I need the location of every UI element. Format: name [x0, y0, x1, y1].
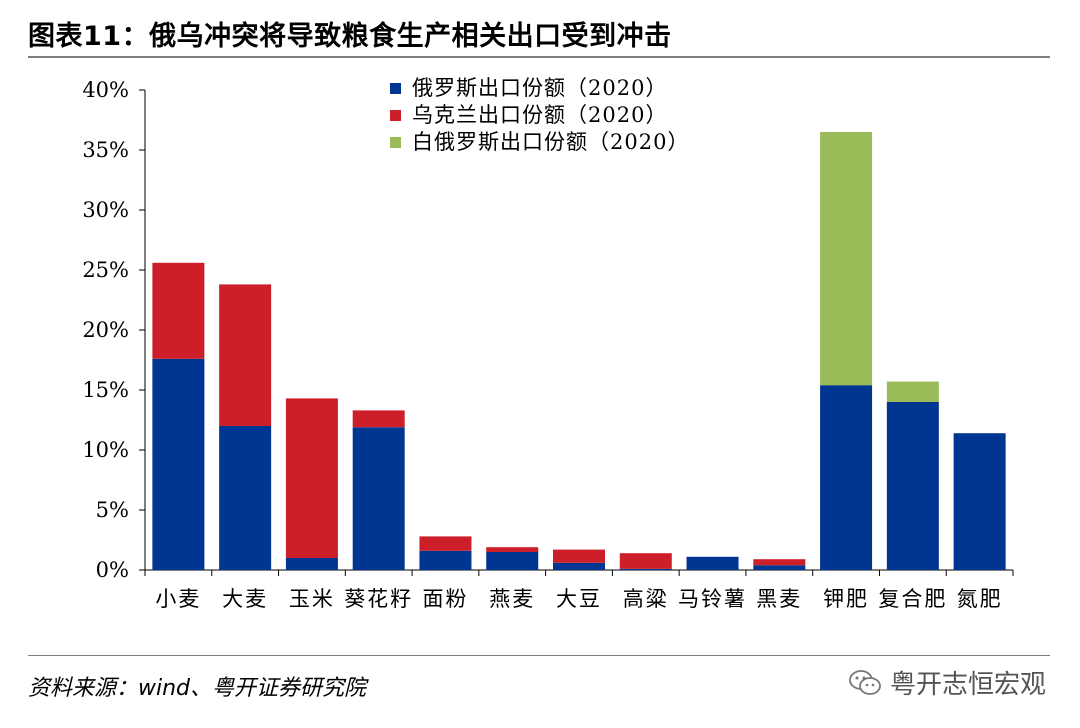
bar-segment [219, 284, 272, 426]
x-tick-label: 葵花籽 [344, 587, 413, 611]
bar-segment [886, 402, 939, 570]
y-tick-label: 0% [96, 558, 129, 582]
brand-watermark: 粤开志恒宏观 [848, 664, 1046, 701]
bar-segment [419, 550, 472, 570]
bar-segment [419, 536, 472, 551]
bar-segment [219, 426, 272, 570]
bar-segment [886, 381, 939, 402]
y-tick-label: 25% [82, 258, 129, 282]
bar-segment [619, 553, 672, 569]
y-tick-label: 5% [96, 498, 129, 522]
x-tick-label: 大麦 [222, 587, 268, 611]
y-tick-label: 10% [82, 438, 129, 462]
legend-label: 俄罗斯出口份额（2020） [412, 76, 667, 100]
x-tick-label: 玉米 [289, 587, 335, 611]
bar-segment [352, 427, 405, 570]
x-tick-label: 钾肥 [823, 587, 869, 611]
bar-segment [152, 262, 205, 359]
bar-segment [152, 358, 205, 570]
x-tick-label: 高粱 [623, 587, 669, 611]
bar-segment [553, 549, 605, 563]
bar-segment [486, 552, 539, 570]
bar-segment [553, 562, 605, 570]
legend-swatch [390, 83, 401, 94]
x-tick-label: 氮肥 [957, 587, 1003, 611]
legend-swatch [390, 110, 401, 121]
footer-divider [28, 655, 1050, 656]
x-tick-label: 大豆 [556, 587, 602, 611]
x-tick-label: 复合肥 [878, 587, 947, 611]
y-tick-label: 30% [82, 198, 129, 222]
x-tick-label: 面粉 [422, 587, 468, 611]
x-tick-label: 黑麦 [756, 587, 802, 611]
bar-segment [686, 556, 739, 570]
bar-segment [619, 568, 672, 570]
bar-segment [753, 565, 806, 570]
bar-segment [820, 132, 873, 386]
legend-swatch [390, 137, 401, 148]
y-tick-label: 35% [82, 138, 129, 162]
y-tick-label: 15% [82, 378, 129, 402]
bar-segment [285, 398, 338, 558]
bar-segment [285, 558, 338, 570]
x-tick-label: 马铃薯 [678, 587, 747, 611]
bar-segment [820, 385, 873, 570]
legend-label: 白俄罗斯出口份额（2020） [412, 130, 689, 154]
bar-segment [953, 433, 1006, 570]
bar-segment [753, 559, 806, 566]
stacked-bar-chart: 0% 5% 10% 15% 20% 25% 30% 35% 40% 小麦 大麦 玉米 葵花籽 面粉 燕麦 大豆… [82, 76, 1014, 611]
brand-name: 粤开志恒宏观 [889, 670, 1046, 700]
x-tick-label: 燕麦 [489, 587, 535, 611]
y-tick-label: 20% [82, 318, 129, 342]
wechat-icon [849, 669, 881, 695]
x-tick-label: 小麦 [155, 587, 201, 611]
title-divider [28, 56, 1050, 58]
bar-segment [352, 410, 405, 428]
chart-title: 图表11：俄乌冲突将导致粮食生产相关出口受到冲击 [28, 21, 672, 52]
legend-label: 乌克兰出口份额（2020） [412, 103, 667, 127]
source-note: 资料来源：wind、粤开证券研究院 [28, 676, 367, 701]
bar-segment [486, 547, 539, 552]
y-tick-label: 40% [82, 78, 129, 102]
